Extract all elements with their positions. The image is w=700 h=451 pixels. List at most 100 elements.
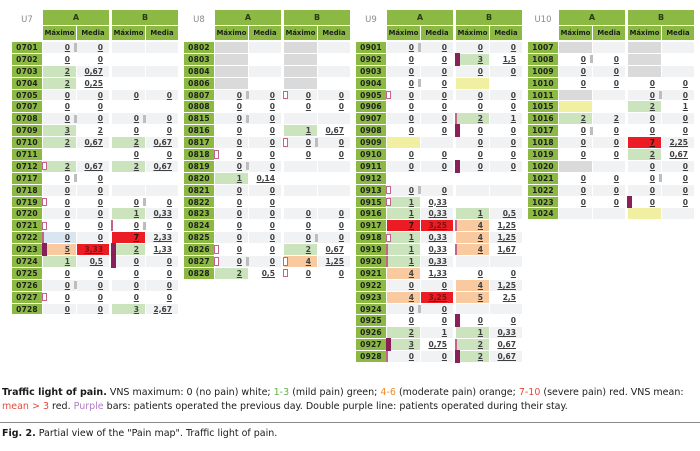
row-id: 1024 xyxy=(528,208,558,220)
cell-0927-maximo-b: 2 xyxy=(455,339,489,351)
cell-0924-media-b xyxy=(490,303,522,315)
row-id: 0821 xyxy=(184,184,214,196)
row-0907: 0907 0 0 2 1 xyxy=(356,113,522,125)
cell-1015-maximo-a xyxy=(559,101,592,113)
cell-0719-media-b: 0 xyxy=(146,196,178,208)
cell-0701-media-b xyxy=(146,42,178,53)
cell-value: 0 xyxy=(236,138,242,148)
cell-value: 0 xyxy=(477,126,483,136)
cell-value: 0 xyxy=(649,185,655,195)
cell-0923-maximo-a: 4 xyxy=(387,291,420,303)
gray-bar xyxy=(590,126,593,135)
cell-0826-maximo-a: 0 xyxy=(214,244,248,256)
cell-0712-maximo-a: 2 xyxy=(42,160,76,172)
cell-value: 1,33 xyxy=(153,245,172,255)
row-id: 0725 xyxy=(12,267,42,279)
cell-0703-maximo-b xyxy=(112,65,145,77)
cell-value: 2 xyxy=(133,138,139,148)
row-id: 0806 xyxy=(184,77,214,89)
cell-value: 0 xyxy=(64,102,70,112)
row-0723: 0723 5 3,33 2 1,33 xyxy=(12,243,178,257)
cell-1019-maximo-b: 2 xyxy=(628,149,661,160)
group-gap xyxy=(282,125,283,136)
cell-value: 2 xyxy=(649,102,655,112)
cell-0823-maximo-a: 0 xyxy=(215,208,248,220)
cell-0924-maximo-a: 0 xyxy=(387,303,421,315)
cell-1010-maximo-a: 0 xyxy=(559,77,592,89)
row-0927: 0927 3 0,75 2 0,67 xyxy=(356,338,522,352)
group-gap xyxy=(282,26,283,40)
cell-0815-maximo-a: 0 xyxy=(215,113,249,125)
cell-0808-maximo-a: 0 xyxy=(215,101,248,113)
group-gap xyxy=(110,268,111,279)
cell-0723-maximo-b: 2 xyxy=(111,243,145,257)
cell-0724-maximo-a: 1 xyxy=(43,256,76,267)
cell-value: 0 xyxy=(441,126,447,136)
group-gap xyxy=(282,54,283,65)
cell-1020-maximo-a xyxy=(559,160,592,172)
cell-0726-maximo-b: 0 xyxy=(112,279,145,291)
cell-value: 0 xyxy=(269,126,275,136)
cell-value: 0 xyxy=(64,233,70,243)
group-gap xyxy=(282,197,283,208)
row-1009: 1009 0 0 xyxy=(528,65,694,77)
cell-value: 2 xyxy=(64,78,70,88)
cell-0904-media-b xyxy=(490,77,522,89)
row-id: 1019 xyxy=(528,149,558,160)
cell-value: 0 xyxy=(236,161,242,171)
cell-value: 1 xyxy=(477,209,483,219)
cell-0922-maximo-b: 4 xyxy=(456,279,489,291)
row-id: 0905 xyxy=(356,89,386,101)
cell-0906-media-a: 0 xyxy=(421,101,453,113)
cell-0704-maximo-a: 2 xyxy=(43,77,76,89)
cell-0726-media-b: 0 xyxy=(146,279,178,291)
cell-0703-media-b xyxy=(146,65,178,77)
cell-0901-media-a: 0 xyxy=(421,42,453,53)
row-0704: 0704 2 0,25 xyxy=(12,77,178,89)
col-header-media-a: Media xyxy=(593,26,625,40)
cell-1024-maximo-b xyxy=(628,208,661,220)
cell-0722-media-a: 0 xyxy=(77,232,109,244)
cell-1020-media-b: 0 xyxy=(662,160,694,172)
cell-value: 0 xyxy=(649,78,655,88)
cell-0920-media-b xyxy=(490,256,522,267)
table-header-columns: Máximo Media Máximo Media xyxy=(356,26,522,40)
cell-0721-maximo-a: 0 xyxy=(42,220,76,232)
cell-value: 0 xyxy=(166,280,172,290)
cell-value: 0 xyxy=(477,268,483,278)
cell-1022-media-b: 0 xyxy=(662,184,694,196)
cell-value: 0 xyxy=(477,66,483,76)
purple-bar-thin xyxy=(386,351,388,363)
purple-bar-solid xyxy=(111,243,116,257)
cell-value: 1,5 xyxy=(502,54,516,64)
row-id: 0708 xyxy=(12,113,42,125)
cell-0806-media-a xyxy=(249,77,281,89)
cell-value: 0 xyxy=(408,66,414,76)
cell-value: 0 xyxy=(64,268,70,278)
cell-0920-media-a: 0,33 xyxy=(421,256,453,267)
cell-0807-maximo-b: 0 xyxy=(283,89,317,101)
row-1011: 1011 0 0 xyxy=(528,89,694,101)
cell-value: 0 xyxy=(236,245,242,255)
cell-1016-maximo-b: 0 xyxy=(628,113,661,125)
row-0818: 0818 0 0 0 0 xyxy=(184,149,350,160)
row-0711: 0711 0 0 xyxy=(12,149,178,160)
purple-bar-solid xyxy=(627,195,632,209)
cell-0816-maximo-b: 1 xyxy=(284,125,317,137)
group-gap xyxy=(626,26,627,40)
cell-value: 2 xyxy=(64,138,70,148)
id-column-spacer xyxy=(528,26,558,40)
cell-0825-media-b: 0 xyxy=(318,232,350,244)
cell-0923-media-a: 3,25 xyxy=(421,291,453,303)
row-id: 0721 xyxy=(12,220,42,232)
row-1018: 1018 0 0 7 2,25 xyxy=(528,137,694,149)
purple-bar-outline xyxy=(42,293,47,302)
row-id: 0926 xyxy=(356,327,386,339)
purple-bar-thin xyxy=(455,339,457,351)
group-header-b: B xyxy=(456,10,522,25)
cell-0909-media-a xyxy=(421,137,453,149)
row-1019: 1019 0 0 2 0,67 xyxy=(528,149,694,160)
cell-value: 0 xyxy=(441,114,447,124)
cell-0906-maximo-b: 0 xyxy=(456,101,489,113)
cell-value: 5 xyxy=(64,245,70,255)
